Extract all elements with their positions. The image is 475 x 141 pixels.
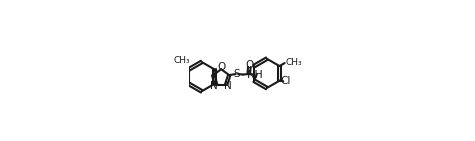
Text: N: N [210, 81, 218, 91]
Text: CH₃: CH₃ [286, 58, 303, 67]
Text: NH: NH [247, 70, 264, 80]
Text: CH₃: CH₃ [174, 56, 190, 65]
Text: Cl: Cl [280, 76, 290, 86]
Text: S: S [234, 69, 240, 79]
Text: O: O [246, 60, 254, 70]
Text: N: N [225, 81, 232, 91]
Text: O: O [218, 61, 226, 71]
